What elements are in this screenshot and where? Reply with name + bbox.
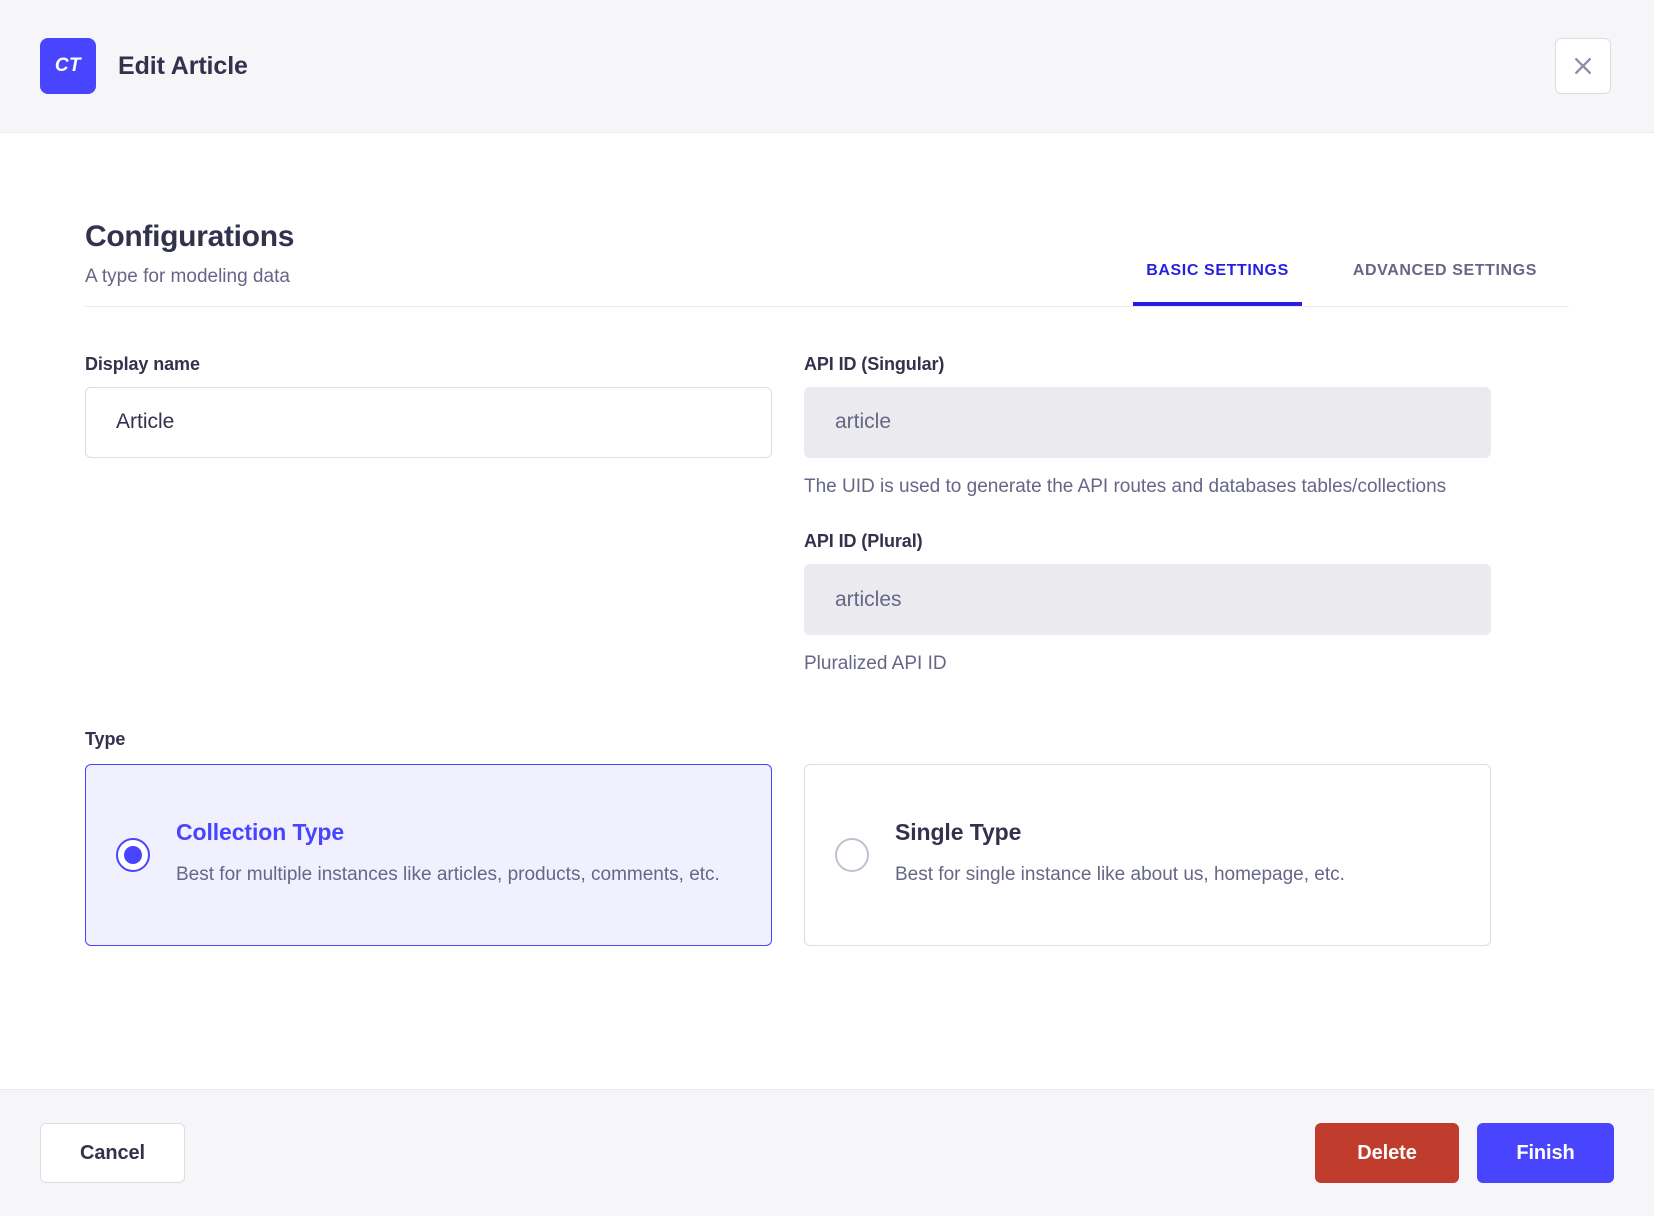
close-icon — [1573, 56, 1593, 76]
radio-dot-collection-type — [124, 845, 142, 864]
basic-settings-form: Display name Display name API ID (Singul… — [85, 354, 1569, 679]
configurations-subtitle: A type for modeling data — [85, 266, 290, 287]
modal-header-left: CT Edit Article — [40, 38, 1555, 94]
api-id-singular-hint: The UID is used to generate the API rout… — [804, 475, 1447, 497]
type-options: Collection Type Best for multiple instan… — [85, 763, 1569, 946]
form-column-left: Display name Display name — [85, 354, 772, 679]
page-title: Edit Article — [118, 51, 248, 80]
type-option-single-type-name: Single Type — [895, 819, 1022, 846]
api-id-plural-hint: Pluralized API ID — [804, 653, 947, 675]
type-option-single-type[interactable]: Single Type Best for single instance lik… — [804, 763, 1491, 946]
api-id-singular-input — [804, 386, 1491, 458]
tab-advanced-settings[interactable]: ADVANCED SETTINGS — [1352, 261, 1537, 279]
api-id-plural-field: API ID (Plural) Pluralized API ID — [804, 531, 1491, 678]
api-id-plural-label: API ID (Plural) — [804, 531, 923, 552]
modal-body: Configurations A type for modeling data … — [0, 133, 1654, 1089]
display-name-label: Display name — [85, 353, 200, 374]
collection-type-badge: CT — [40, 38, 96, 94]
type-option-collection-type[interactable]: Collection Type Best for multiple instan… — [85, 763, 772, 946]
api-id-singular-label: API ID (Singular) — [804, 353, 945, 374]
close-modal-button[interactable] — [1555, 38, 1611, 94]
form-column-right: API ID (Singular) The UID is used to gen… — [804, 354, 1491, 679]
type-option-single-type-text: Single Type Best for single instance lik… — [895, 819, 1345, 889]
settings-tabs: BASIC SETTINGS ADVANCED SETTINGS — [1114, 262, 1569, 306]
api-id-singular-field: API ID (Singular) The UID is used to gen… — [804, 354, 1491, 501]
type-section: Type Collection Type Best for multiple i… — [85, 729, 1569, 946]
modal-header: CT Edit Article — [0, 0, 1654, 133]
footer-actions: Delete Finish — [1315, 1123, 1614, 1183]
type-option-single-type-description: Best for single instance like about us, … — [895, 864, 1345, 886]
type-option-collection-type-description: Best for multiple instances like article… — [176, 864, 720, 886]
configurations-header: Configurations A type for modeling data … — [85, 219, 1569, 307]
radio-single-type[interactable] — [835, 837, 869, 872]
delete-button[interactable]: Delete — [1315, 1123, 1459, 1183]
finish-button[interactable]: Finish — [1477, 1123, 1614, 1183]
modal-footer: Cancel Delete Finish — [0, 1089, 1654, 1216]
type-option-collection-type-name: Collection Type — [176, 819, 345, 846]
type-option-collection-type-text: Collection Type Best for multiple instan… — [176, 819, 720, 889]
api-id-plural-input — [804, 564, 1491, 636]
display-name-input[interactable] — [85, 386, 772, 458]
radio-collection-type[interactable] — [116, 837, 150, 872]
tab-basic-settings[interactable]: BASIC SETTINGS — [1114, 262, 1321, 306]
configurations-title: Configurations — [85, 220, 295, 253]
cancel-button[interactable]: Cancel — [40, 1123, 185, 1183]
type-label: Type — [85, 728, 126, 749]
display-name-field: Display name Display name — [85, 354, 772, 458]
configurations-titles: Configurations A type for modeling data — [85, 219, 294, 292]
radio-dot-single-type — [843, 846, 861, 864]
